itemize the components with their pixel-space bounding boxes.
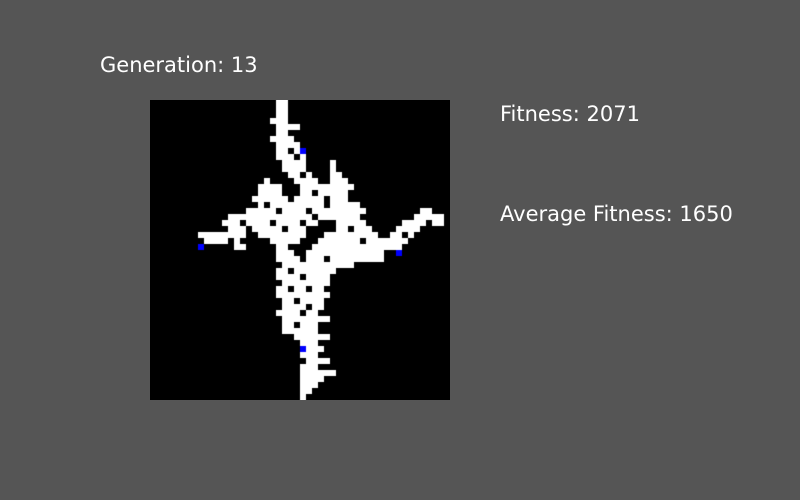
- fitness-value: 2071: [586, 102, 640, 126]
- average-fitness-value: 1650: [679, 202, 733, 226]
- generation-value: 13: [230, 53, 258, 77]
- generation-readout: Generation: 13: [100, 53, 258, 77]
- average-fitness-readout: Average Fitness: 1650: [500, 202, 733, 226]
- fitness-label: Fitness:: [500, 102, 580, 126]
- fitness-readout: Fitness: 2071: [500, 102, 640, 126]
- average-fitness-label: Average Fitness:: [500, 202, 673, 226]
- generation-label: Generation:: [100, 53, 225, 77]
- organism-grid: [150, 100, 450, 400]
